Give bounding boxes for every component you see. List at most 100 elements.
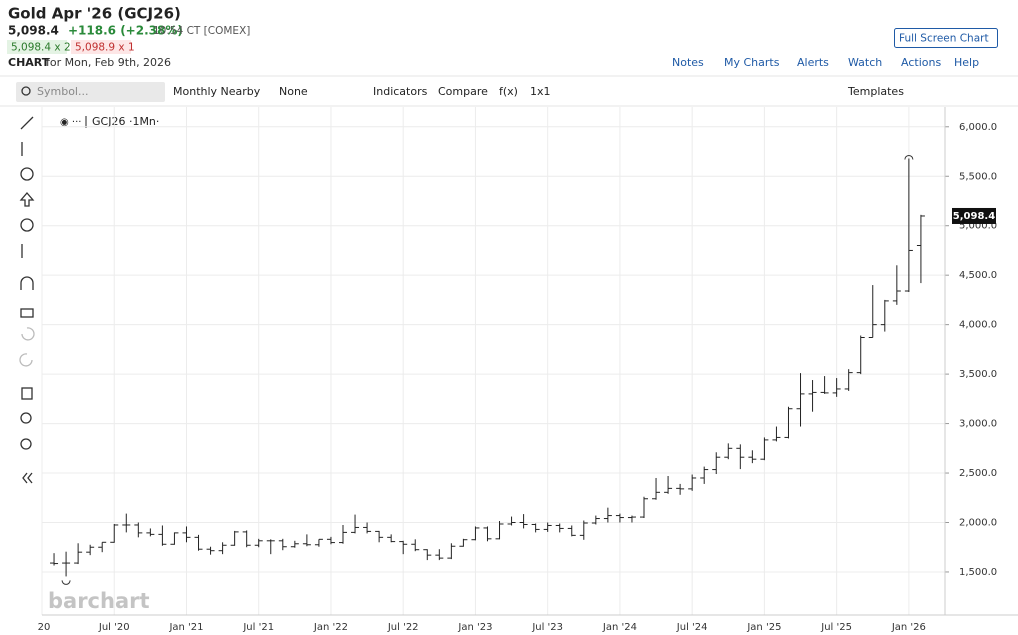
period-menu[interactable]: Monthly Nearby — [173, 85, 261, 98]
ohlc-bar — [98, 541, 107, 553]
time: 10:54 CT [COMEX] — [153, 25, 250, 37]
header-link[interactable]: Help — [954, 56, 979, 69]
ohlc-bar — [736, 444, 745, 470]
watermark: barchart — [48, 589, 150, 613]
ohlc-bar — [110, 523, 119, 543]
ohlc-bar — [266, 539, 275, 555]
x-tick-label: Jul '24 — [676, 622, 708, 633]
ohlc-bar — [603, 507, 612, 523]
last-price-box — [952, 207, 996, 224]
ohlc-bar — [290, 540, 299, 548]
tool-redo[interactable] — [19, 353, 33, 367]
ohlc-bar — [158, 525, 167, 546]
ohlc-bar — [387, 534, 396, 543]
header-link[interactable]: Watch — [848, 56, 882, 69]
ohlc-bar — [230, 530, 239, 546]
ohlc-bar — [880, 299, 889, 332]
ohlc-bar — [351, 514, 360, 534]
full-screen-button[interactable] — [894, 28, 998, 48]
tool-zoom-out[interactable] — [20, 438, 32, 450]
indicators-button[interactable]: Indicators — [373, 85, 428, 98]
ohlc-bar — [555, 523, 564, 533]
search-icon — [21, 86, 31, 96]
ohlc-bar — [206, 546, 215, 555]
compare-button[interactable]: Compare — [438, 85, 488, 98]
ohlc-bar — [507, 516, 516, 526]
ohlc-bar — [652, 477, 661, 500]
overlay-menu[interactable]: None — [279, 85, 308, 98]
tool-lock[interactable] — [20, 308, 34, 318]
templates-button[interactable]: Templates — [847, 85, 904, 98]
ohlc-bar — [363, 522, 372, 534]
ohlc-bar — [278, 538, 287, 551]
ask: 5,098.9 x 1 — [75, 42, 135, 54]
eye-icon[interactable]: ◉ ··· — [60, 117, 81, 128]
ohlc-bar — [892, 265, 901, 305]
x-tick-label: Jul '20 — [98, 622, 130, 633]
x-tick-label: Jan '22 — [313, 622, 348, 633]
ohlc-bar — [339, 524, 347, 544]
tool-zoom-in[interactable] — [20, 412, 32, 424]
ohlc-bar — [447, 543, 456, 560]
ohlc-bar — [844, 369, 853, 391]
fx-button[interactable]: f(x) — [499, 85, 518, 98]
y-tick-label: 1,500.0 — [959, 567, 997, 578]
ohlc-bar — [242, 530, 251, 548]
y-tick-label: 3,500.0 — [959, 369, 997, 380]
ohlc-bar — [676, 483, 685, 495]
x-tick-label: Jul '23 — [531, 622, 563, 633]
price: 5,098.4 — [8, 24, 59, 38]
ohlc-bar — [591, 515, 600, 525]
tool-delete[interactable] — [21, 387, 33, 400]
tool-number[interactable] — [20, 218, 34, 232]
legend-entry: GCJ26 ·1Mn· — [92, 115, 159, 128]
tool-collapse[interactable] — [22, 472, 33, 484]
ohlc-bar — [772, 426, 781, 442]
ohlc-bar — [748, 450, 757, 464]
ohlc-bar — [519, 514, 528, 529]
tool-arrow[interactable] — [19, 192, 35, 207]
ohlc-bar — [435, 549, 444, 561]
tool-undo[interactable] — [21, 327, 35, 341]
symbol-input[interactable]: Symbol... — [37, 85, 88, 98]
header-link[interactable]: Alerts — [797, 56, 829, 69]
ohlc-bar — [218, 542, 227, 555]
ohlc-bar — [471, 526, 480, 541]
ohlc-bar — [531, 523, 540, 533]
change: +118.6 (+2.38%) — [68, 24, 183, 38]
ohlc-bar — [567, 525, 576, 537]
tool-shape[interactable] — [20, 167, 34, 181]
header-link[interactable]: Notes — [672, 56, 704, 69]
x-tick-label: Jan '25 — [746, 622, 781, 633]
ohlc-bar — [640, 496, 648, 519]
grid — [41, 107, 945, 615]
x-tick-label: Jul '22 — [387, 622, 419, 633]
ohlc-bar — [627, 515, 636, 523]
last-price-label: 5,098.4 — [953, 211, 995, 222]
header-link[interactable]: Actions — [901, 56, 941, 69]
drawing-tools — [19, 116, 35, 484]
full-screen-label[interactable]: Full Screen Chart — [899, 33, 989, 45]
ohlc-bar — [664, 476, 673, 494]
header-link[interactable]: My Charts — [724, 56, 780, 69]
y-tick-label: 5,000.0 — [959, 221, 997, 232]
y-tick-label: 5,500.0 — [959, 171, 997, 182]
ohlc-bar — [314, 538, 323, 547]
ohlc-bar — [326, 536, 335, 545]
tool-magnet[interactable] — [20, 276, 34, 290]
layout-menu[interactable]: 1x1 — [530, 85, 551, 98]
ohlc-bar — [904, 158, 913, 292]
y-tick-label: 3,000.0 — [959, 419, 997, 430]
ohlc-bar — [399, 540, 408, 555]
y-tick-label: 2,000.0 — [959, 518, 997, 529]
ohlc-bar — [50, 553, 59, 566]
ohlc-bar — [134, 522, 143, 538]
symbol-box[interactable] — [16, 82, 165, 102]
ohlc-bar — [760, 437, 769, 461]
y-tick-label: 4,500.0 — [959, 270, 997, 281]
bid: 5,098.4 x 2 — [11, 42, 71, 54]
y-tick-label: 2,500.0 — [959, 468, 997, 479]
tool-line[interactable] — [20, 116, 34, 130]
